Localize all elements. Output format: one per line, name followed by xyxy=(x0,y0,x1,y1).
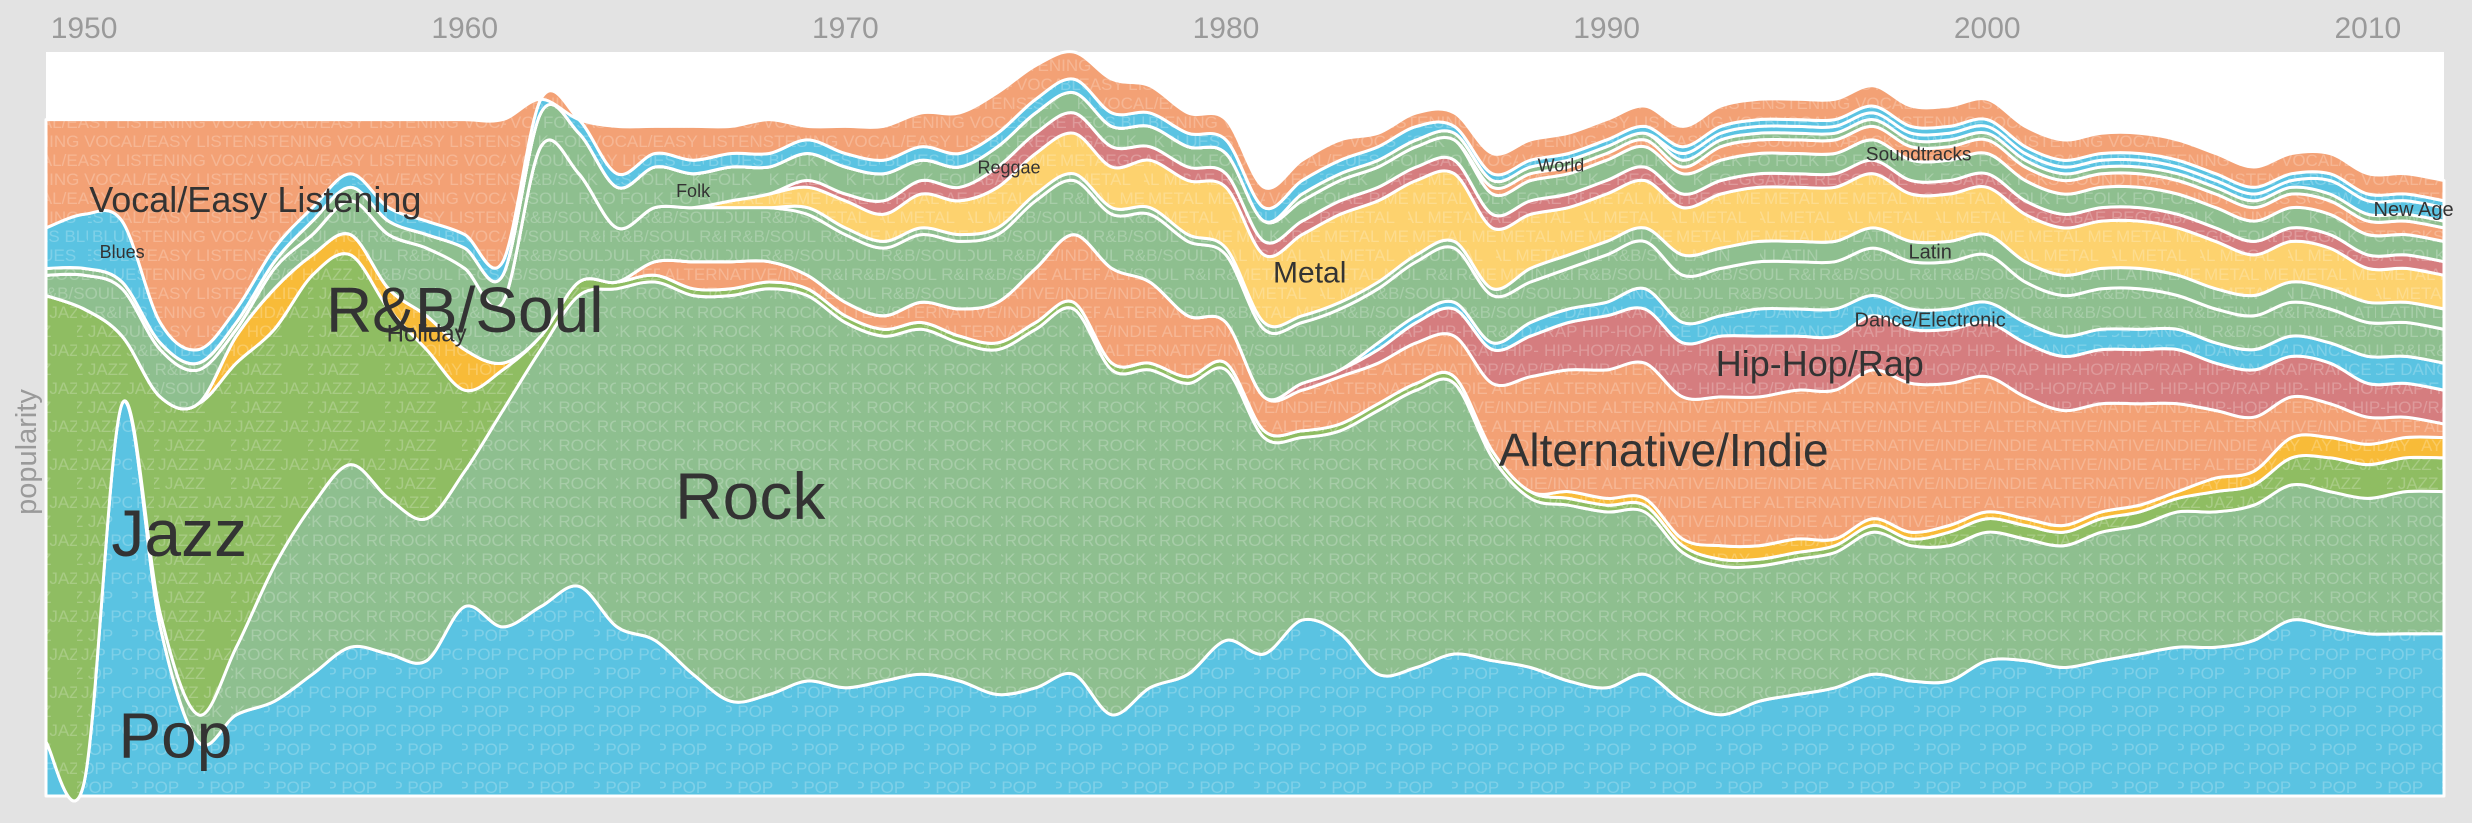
label-metal: Metal xyxy=(1273,257,1346,290)
label-blues: Blues xyxy=(100,242,145,262)
x-tick-1980: 1980 xyxy=(1193,12,1260,45)
label-folk: Folk xyxy=(676,181,711,201)
x-tick-1960: 1960 xyxy=(431,12,498,45)
label-soundtracks: Soundtracks xyxy=(1866,144,1972,165)
genre-labels: Pop Jazz Rock Alternative/Indie Hip-Hop/Rap D… xyxy=(89,144,2453,771)
x-tick-1990: 1990 xyxy=(1573,12,1640,45)
label-world: World xyxy=(1538,155,1585,175)
label-reggae: Reggae xyxy=(977,157,1040,177)
label-jazz: Jazz xyxy=(111,496,247,570)
label-dance-electronic: Dance/Electronic xyxy=(1855,309,2006,331)
stream-vocal-easy-listening xyxy=(44,50,2446,352)
label-r-b-soul: R&B/Soul xyxy=(326,274,603,346)
label-rock: Rock xyxy=(675,459,826,533)
label-vocal-easy-listening: Vocal/Easy Listening xyxy=(89,179,421,220)
label-pop: Pop xyxy=(118,699,232,771)
label-latin: Latin xyxy=(1908,242,1951,264)
y-axis-label: popularity xyxy=(11,389,43,515)
stream-layers xyxy=(44,50,2446,803)
label-hip-hop-rap: Hip-Hop/Rap xyxy=(1716,343,1924,384)
x-tick-2010: 2010 xyxy=(2334,12,2401,45)
x-axis: 1950 1960 1970 1980 1990 2000 2010 xyxy=(51,12,2402,45)
label-new-age: New Age xyxy=(2374,199,2454,221)
x-tick-2000: 2000 xyxy=(1954,12,2021,45)
x-tick-1950: 1950 xyxy=(51,12,118,45)
label-holiday: Holiday xyxy=(387,320,467,347)
x-tick-1970: 1970 xyxy=(812,12,879,45)
label-alternative-indie: Alternative/Indie xyxy=(1499,424,1829,476)
